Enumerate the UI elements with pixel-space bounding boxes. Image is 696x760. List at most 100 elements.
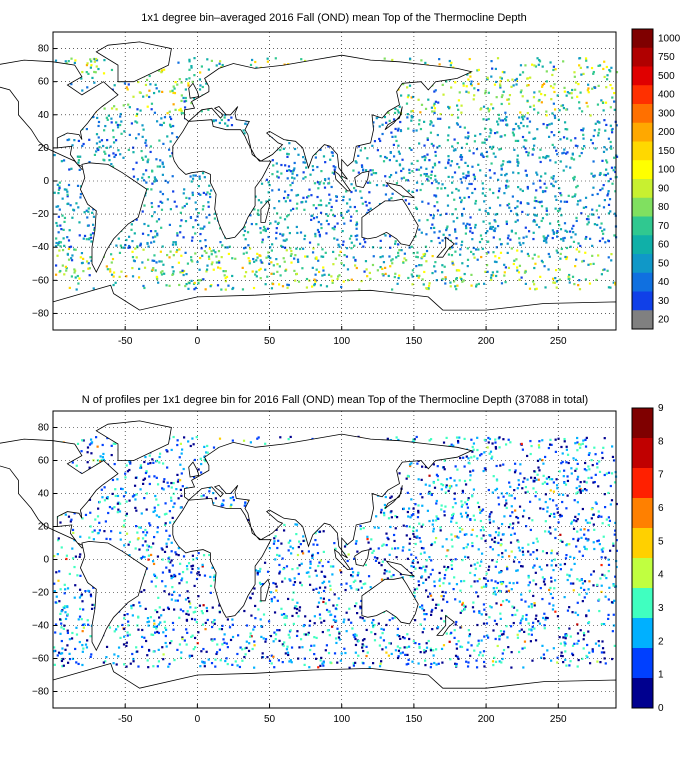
data-cell xyxy=(68,246,71,249)
data-cell xyxy=(615,124,618,127)
data-cell xyxy=(533,64,536,67)
data-cell xyxy=(136,112,139,116)
data-cell xyxy=(470,644,473,647)
data-cell xyxy=(62,228,65,231)
data-cell xyxy=(434,270,437,273)
data-cell xyxy=(168,223,172,226)
data-cell xyxy=(484,209,487,212)
data-cell xyxy=(333,237,336,240)
data-cell xyxy=(199,239,202,243)
data-cell xyxy=(246,164,250,168)
data-cell xyxy=(397,185,400,188)
data-cell xyxy=(227,135,230,139)
data-cell xyxy=(244,238,247,241)
data-cell xyxy=(212,501,215,505)
data-speckle xyxy=(53,56,619,291)
data-cell xyxy=(218,121,221,125)
data-cell xyxy=(301,504,304,508)
data-cell xyxy=(187,546,190,550)
data-cell xyxy=(457,189,460,192)
data-cell xyxy=(285,615,288,618)
data-cell xyxy=(225,171,228,175)
data-cell xyxy=(466,264,469,268)
data-cell xyxy=(408,57,412,60)
data-cell xyxy=(215,255,218,258)
data-cell xyxy=(81,185,84,188)
data-cell xyxy=(130,451,133,454)
data-cell xyxy=(548,255,551,258)
data-cell xyxy=(342,280,345,283)
data-cell xyxy=(307,633,310,636)
data-cell xyxy=(169,125,173,128)
data-cell xyxy=(254,60,257,64)
data-cell xyxy=(367,115,370,118)
data-cell xyxy=(314,273,317,276)
data-cell xyxy=(64,265,67,268)
data-cell xyxy=(449,164,452,167)
data-cell xyxy=(155,476,158,479)
data-cell xyxy=(586,223,589,226)
data-cell xyxy=(494,541,497,544)
data-cell xyxy=(377,215,380,218)
data-cell xyxy=(608,519,612,522)
data-cell xyxy=(385,208,388,211)
data-cell xyxy=(577,82,580,86)
data-cell xyxy=(287,153,290,156)
data-cell xyxy=(366,181,369,184)
data-cell xyxy=(579,446,582,449)
data-cell xyxy=(550,98,553,101)
data-cell xyxy=(58,240,61,244)
data-cell xyxy=(463,608,466,611)
data-cell xyxy=(571,152,574,155)
data-cell xyxy=(558,187,561,190)
data-cell xyxy=(462,82,465,85)
data-cell xyxy=(245,89,249,92)
data-cell xyxy=(243,140,246,143)
data-cell xyxy=(291,614,294,618)
data-cell xyxy=(93,70,96,74)
data-cell xyxy=(381,273,384,276)
data-cell xyxy=(417,580,420,583)
data-cell xyxy=(368,597,372,600)
data-cell xyxy=(489,450,493,453)
data-cell xyxy=(495,80,498,84)
data-cell xyxy=(366,91,369,94)
data-cell xyxy=(102,179,105,182)
data-cell xyxy=(375,601,378,605)
data-cell xyxy=(200,110,203,113)
data-cell xyxy=(254,117,257,120)
data-cell xyxy=(283,63,286,66)
data-cell xyxy=(326,445,329,448)
data-cell xyxy=(141,555,145,558)
data-cell xyxy=(605,472,608,475)
data-cell xyxy=(158,616,161,619)
data-cell xyxy=(306,255,309,258)
data-cell xyxy=(179,224,182,228)
data-cell xyxy=(325,285,329,288)
data-cell xyxy=(311,92,314,96)
data-cell xyxy=(400,249,403,252)
data-cell xyxy=(256,212,259,215)
data-cell xyxy=(603,473,606,477)
data-cell xyxy=(580,151,583,155)
data-cell xyxy=(606,192,610,195)
data-cell xyxy=(376,214,380,217)
data-cell xyxy=(179,488,182,491)
data-cell xyxy=(459,589,462,592)
data-cell xyxy=(602,67,605,71)
data-cell xyxy=(89,655,92,658)
data-cell xyxy=(289,209,293,212)
data-cell xyxy=(201,565,204,568)
data-cell xyxy=(373,105,376,108)
data-cell xyxy=(334,139,337,142)
data-cell xyxy=(561,152,564,155)
data-cell xyxy=(56,87,59,90)
data-cell xyxy=(57,231,60,234)
data-cell xyxy=(103,185,106,188)
map-frame xyxy=(52,410,617,709)
data-cell xyxy=(380,627,383,630)
data-cell xyxy=(95,142,99,145)
data-cell xyxy=(112,275,115,278)
data-cell xyxy=(79,193,83,196)
data-cell xyxy=(88,466,91,469)
